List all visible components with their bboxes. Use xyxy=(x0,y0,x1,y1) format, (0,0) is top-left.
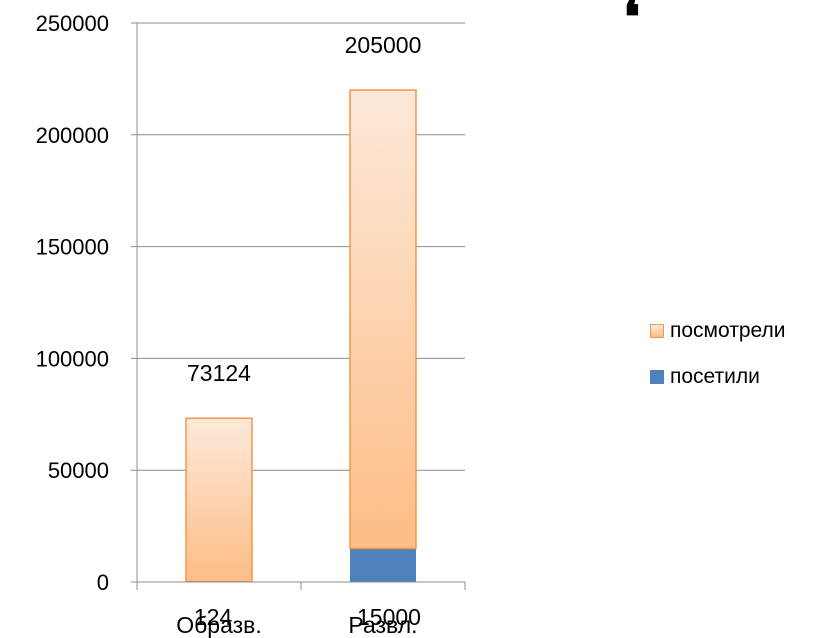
data-label-posetili: 124 xyxy=(194,604,233,630)
bar-posetili xyxy=(350,548,416,582)
data-label-posmotreli: 73124 xyxy=(187,360,251,386)
y-tick-label: 100000 xyxy=(36,346,109,371)
legend-item-posetili: посетили xyxy=(650,364,785,390)
bar-posmotreli xyxy=(185,417,253,583)
axes xyxy=(136,23,466,590)
corner-quote-mark: ❛ xyxy=(623,0,640,48)
y-tick-label: 150000 xyxy=(36,235,109,260)
legend-item-posmotreli: посмотрели xyxy=(650,318,785,344)
x-category-label: Образв. xyxy=(176,612,262,638)
data-label-posmotreli: 205000 xyxy=(345,32,422,58)
legend-label-posetili: посетили xyxy=(670,365,760,388)
y-tick-label: 50000 xyxy=(48,458,109,483)
y-tick-label: 200000 xyxy=(36,123,109,148)
legend-swatch-posetili xyxy=(650,370,664,384)
y-tick-label: 0 xyxy=(97,570,109,595)
legend-label-posmotreli: посмотрели xyxy=(670,319,786,342)
y-tick-label: 250000 xyxy=(36,11,109,36)
legend: посмотрели посетили xyxy=(650,318,785,410)
x-category-label: Развл. xyxy=(348,612,417,638)
data-label-posetili: 15000 xyxy=(357,604,421,630)
labels: 0 50000 100000 150000 200000 250000 73124 124Об… xyxy=(36,11,422,638)
bars xyxy=(185,89,417,583)
legend-swatch-posmotreli xyxy=(650,324,664,338)
bar-posmotreli xyxy=(349,89,417,550)
